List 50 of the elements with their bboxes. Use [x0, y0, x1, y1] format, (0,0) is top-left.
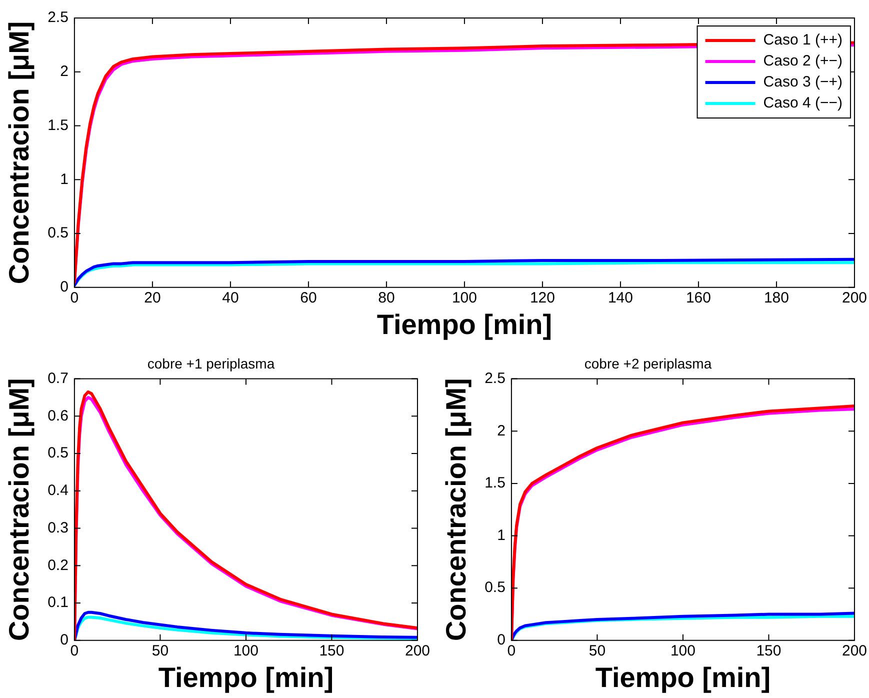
y-tick-label: 0: [60, 278, 68, 296]
x-tick-label: 120: [530, 290, 555, 307]
y-tick-label: 0: [497, 632, 506, 649]
x-tick-label: 50: [588, 642, 606, 660]
y-tick-label: 0.5: [484, 579, 506, 596]
y-tick-label: 2: [497, 422, 506, 440]
x-tick-label: 150: [319, 642, 344, 660]
x-tick-label: 40: [222, 290, 239, 307]
x-tick-label: 150: [756, 642, 782, 660]
x-tick-label: 200: [842, 642, 867, 660]
y-tick-label: 0.3: [48, 519, 68, 536]
y-tick-label: 1: [60, 170, 68, 188]
x-tick-label: 160: [686, 290, 711, 307]
y-tick-label: 0: [60, 632, 68, 649]
y-tick-label: 2.5: [484, 370, 506, 387]
x-tick-label: 140: [608, 290, 633, 307]
x-tick-label: 100: [452, 290, 477, 307]
y-tick-label: 0.7: [48, 370, 68, 387]
y-axis-title: Concentracion [μM]: [4, 378, 35, 642]
y-tick-label: 0.5: [48, 224, 68, 242]
x-axis-title: Tiempo [min]: [595, 662, 771, 693]
y-tick-label: 2.5: [48, 9, 68, 26]
x-tick-label: 100: [670, 642, 696, 660]
legend-label: Caso 1 (++): [763, 32, 842, 49]
x-tick-label: 20: [144, 290, 161, 307]
x-tick-label: 60: [300, 290, 317, 307]
y-axis-title: Concentracion [μM]: [440, 378, 472, 642]
x-tick-label: 50: [152, 642, 169, 660]
x-tick-label: 200: [842, 290, 867, 307]
y-tick-label: 0.5: [48, 444, 68, 462]
y-axis-title: Concentracion [μM]: [4, 21, 35, 284]
y-tick-label: 2: [60, 63, 68, 80]
y-tick-label: 1.5: [484, 474, 506, 492]
x-tick-label: 80: [378, 290, 395, 307]
x-axis-title: Tiempo [min]: [376, 308, 552, 340]
legend-label: Caso 2 (+−): [763, 52, 842, 70]
chart-title: cobre +2 periplasma: [584, 355, 712, 372]
x-tick-label: 180: [764, 290, 789, 307]
x-tick-label: 100: [233, 642, 258, 660]
y-tick-label: 0.4: [48, 482, 68, 500]
y-tick-label: 0.1: [48, 594, 68, 612]
x-tick-label: 200: [404, 642, 430, 660]
y-tick-label: 0.6: [48, 407, 68, 424]
y-tick-label: 0.2: [48, 556, 68, 574]
x-axis-title: Tiempo [min]: [158, 662, 334, 693]
legend-label: Caso 3 (−+): [763, 74, 842, 91]
y-tick-label: 1: [497, 526, 506, 544]
legend-label: Caso 4 (−−): [763, 94, 842, 112]
chart-title: cobre +1 periplasma: [147, 355, 275, 372]
y-tick-label: 1.5: [48, 116, 68, 134]
